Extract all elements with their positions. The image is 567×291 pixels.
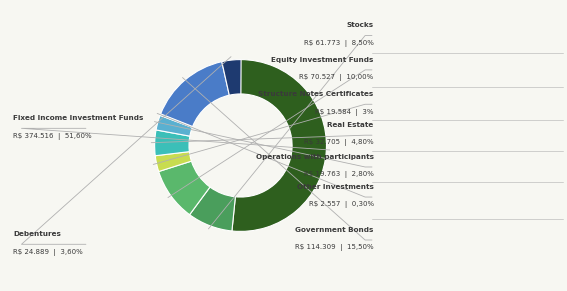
Text: R$ 19.584  |  3%: R$ 19.584 | 3% — [315, 109, 374, 116]
Text: Debentures: Debentures — [13, 231, 61, 237]
Text: Stocks: Stocks — [346, 22, 374, 28]
Text: R$ 70.527  |  10,00%: R$ 70.527 | 10,00% — [299, 74, 374, 81]
Text: Fixed Income Investment Funds: Fixed Income Investment Funds — [13, 115, 143, 121]
Text: Government Bonds: Government Bonds — [295, 227, 374, 233]
Text: Structure Notes Certificates: Structure Notes Certificates — [259, 91, 374, 97]
Text: R$ 61.773  |  8,50%: R$ 61.773 | 8,50% — [304, 40, 374, 47]
Text: Real Estate: Real Estate — [328, 122, 374, 128]
Wedge shape — [159, 161, 210, 215]
Text: R$ 24.889  |  3,60%: R$ 24.889 | 3,60% — [13, 249, 83, 255]
Text: R$ 374.516  |  51,60%: R$ 374.516 | 51,60% — [13, 133, 91, 140]
Text: R$ 19.763  |  2,80%: R$ 19.763 | 2,80% — [304, 171, 374, 178]
Wedge shape — [156, 116, 192, 136]
Text: Equity Investment Funds: Equity Investment Funds — [272, 56, 374, 63]
Wedge shape — [160, 62, 229, 127]
Text: R$ 114.309  |  15,50%: R$ 114.309 | 15,50% — [295, 244, 374, 251]
Wedge shape — [155, 152, 192, 171]
Wedge shape — [160, 114, 193, 127]
Wedge shape — [189, 187, 235, 231]
Text: R$ 2.557  |  0,30%: R$ 2.557 | 0,30% — [308, 201, 374, 208]
Wedge shape — [222, 60, 241, 95]
Wedge shape — [232, 60, 327, 231]
Wedge shape — [155, 130, 190, 156]
Text: Other Investments: Other Investments — [297, 184, 374, 190]
Text: Operations with participants: Operations with participants — [256, 154, 374, 160]
Text: R$ 32.705  |  4,80%: R$ 32.705 | 4,80% — [304, 139, 374, 146]
